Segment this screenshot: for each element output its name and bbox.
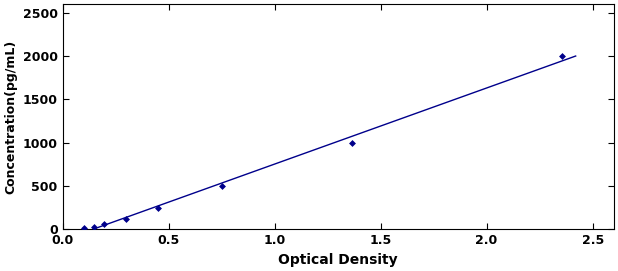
X-axis label: Optical Density: Optical Density — [278, 253, 398, 267]
Y-axis label: Concentration(pg/mL): Concentration(pg/mL) — [4, 40, 17, 194]
